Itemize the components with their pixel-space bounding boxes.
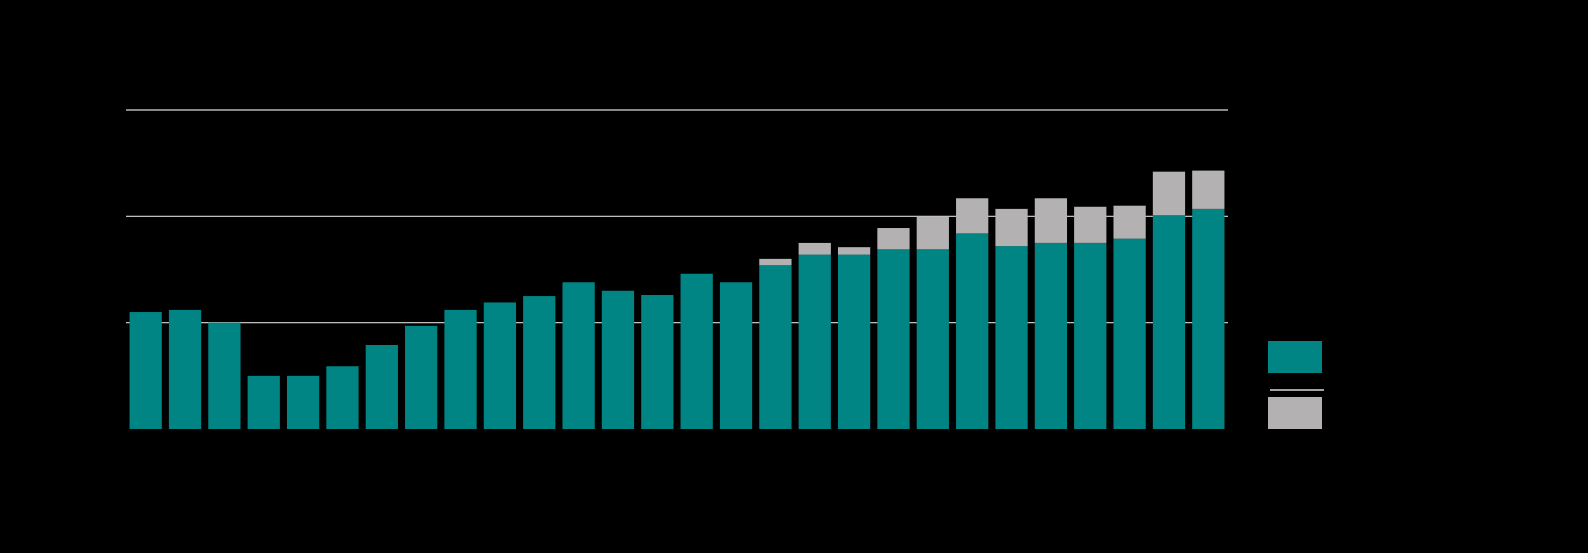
bar-secondary-17 [759, 258, 792, 266]
bar-primary-6 [326, 366, 359, 429]
bar-secondary-20 [877, 228, 910, 250]
bar-primary-21 [916, 249, 949, 429]
bar-secondary-27 [1152, 171, 1186, 216]
bar-primary-4 [247, 375, 280, 429]
bar-secondary-22 [956, 198, 989, 234]
bar-secondary-23 [995, 208, 1028, 247]
bar-secondary-21 [916, 216, 949, 250]
bar-primary-1 [129, 312, 162, 429]
bar-primary-18 [798, 254, 831, 429]
bar-primary-8 [405, 325, 438, 429]
bar-primary-3 [208, 322, 241, 429]
bar-secondary-19 [837, 247, 871, 255]
bar-primary-25 [1074, 242, 1107, 429]
bar-primary-27 [1152, 215, 1186, 429]
bar-primary-10 [483, 302, 517, 429]
bar-primary-9 [444, 309, 477, 429]
bar-primary-7 [365, 345, 398, 429]
bar-primary-26 [1113, 238, 1146, 429]
bar-primary-5 [286, 375, 320, 429]
bar-primary-11 [523, 296, 556, 429]
bar-secondary-25 [1074, 206, 1107, 243]
bar-secondary-18 [798, 242, 831, 255]
bar-secondary-26 [1113, 205, 1146, 239]
bar-primary-28 [1192, 208, 1225, 429]
bar-primary-14 [641, 295, 674, 429]
bar-primary-22 [956, 233, 989, 429]
legend [1268, 341, 1324, 429]
bar-primary-19 [837, 254, 871, 429]
legend-swatch-secondary [1268, 397, 1322, 429]
bar-primary-23 [995, 246, 1028, 429]
legend-swatch-primary [1268, 341, 1322, 373]
bar-secondary-24 [1034, 198, 1068, 243]
bar-primary-2 [168, 309, 202, 429]
bar-primary-15 [680, 273, 713, 429]
bar-secondary-28 [1192, 170, 1225, 209]
bars [129, 170, 1225, 429]
bar-primary-17 [759, 265, 792, 429]
bar-primary-13 [601, 290, 635, 429]
bar-primary-12 [562, 282, 595, 429]
bar-primary-16 [719, 282, 753, 429]
bar-primary-20 [877, 249, 910, 429]
bar-primary-24 [1034, 242, 1068, 429]
